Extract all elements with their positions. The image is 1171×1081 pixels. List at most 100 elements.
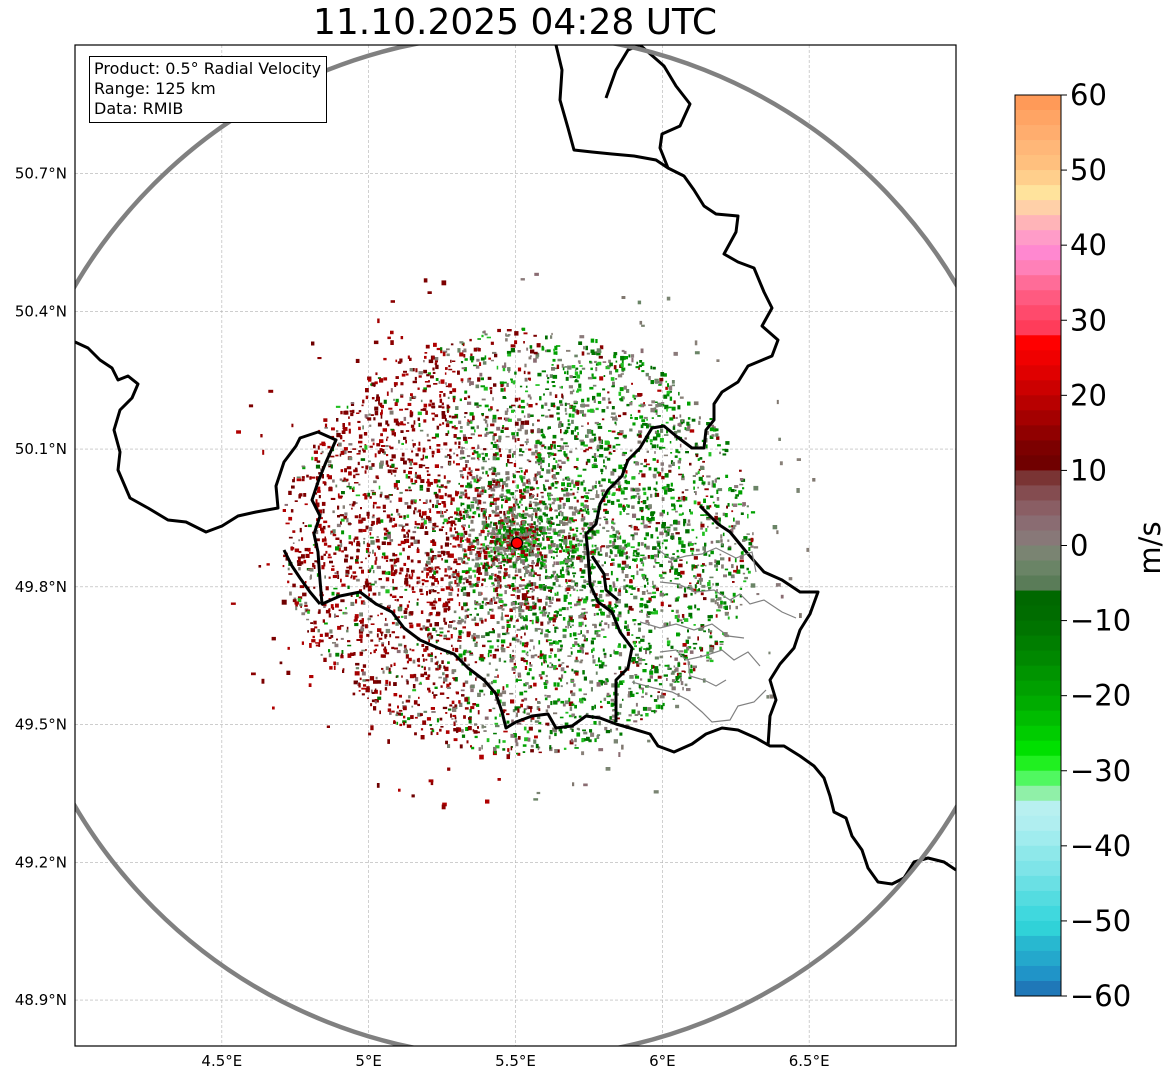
colorbar-band — [1015, 95, 1061, 111]
colorbar-band — [1015, 950, 1061, 967]
colorbar-band — [1015, 245, 1061, 261]
lat-tick-label: 49.5°N — [15, 716, 67, 734]
country-borders — [75, 45, 956, 886]
colorbar-band — [1015, 650, 1061, 667]
lon-tick-label: 5°E — [355, 1052, 382, 1070]
colorbar-band — [1015, 275, 1061, 291]
colorbar-band — [1015, 740, 1061, 757]
lat-tick-label: 48.9°N — [15, 991, 67, 1009]
colorbar-band — [1015, 425, 1061, 441]
colorbar-band — [1015, 560, 1061, 577]
colorbar-band — [1015, 380, 1061, 396]
colorbar-band — [1015, 710, 1061, 727]
colorbar-band — [1015, 635, 1061, 652]
radar-site-marker — [510, 536, 524, 550]
data-source-label: Data: RMIB — [94, 99, 184, 118]
range-label: Range: 125 km — [94, 79, 216, 98]
border-lux-north — [604, 45, 692, 169]
colorbar-tick-label: 20 — [1070, 378, 1107, 412]
colorbar-band — [1015, 875, 1061, 892]
product-label: Product: 0.5° Radial Velocity — [94, 59, 322, 78]
colorbar-band — [1015, 620, 1061, 637]
colorbar-tick-label: 10 — [1070, 453, 1107, 487]
colorbar-band — [1015, 935, 1061, 952]
border-lux-east — [698, 504, 820, 747]
colorbar-band — [1015, 230, 1061, 246]
colorbar-band — [1015, 155, 1061, 171]
colorbar-band — [1015, 395, 1061, 411]
colorbar-band — [1015, 800, 1061, 817]
colorbar-band — [1015, 815, 1061, 832]
colorbar-tick-label: −10 — [1070, 604, 1131, 638]
colorbar-band — [1015, 110, 1061, 126]
lat-tick-label: 50.7°N — [15, 165, 67, 183]
colorbar-band — [1015, 965, 1061, 982]
colorbar-band — [1015, 785, 1061, 802]
colorbar-band — [1015, 170, 1061, 186]
axis-ticks: 4.5°E 5°E 5.5°E 6°E 6.5°E 50.7°N 50.4°N 50.1°N 4… — [15, 165, 830, 1070]
colorbar-band — [1015, 500, 1061, 516]
colorbar-band — [1015, 845, 1061, 862]
colorbar-tick-label: −30 — [1070, 754, 1131, 788]
colorbar-band — [1015, 665, 1061, 682]
lat-tick-label: 49.2°N — [15, 853, 67, 871]
colorbar-band — [1015, 290, 1061, 306]
colorbar-tick-label: 30 — [1070, 303, 1107, 337]
colorbar-band — [1015, 770, 1061, 787]
colorbar-band — [1015, 725, 1061, 742]
radar-echoes — [230, 272, 816, 810]
lon-tick-label: 6°E — [649, 1052, 676, 1070]
border-east — [554, 45, 780, 722]
colorbar-band — [1015, 830, 1061, 847]
lon-tick-label: 6.5°E — [789, 1052, 830, 1070]
lat-tick-label: 50.4°N — [15, 302, 67, 320]
border-lux-west — [590, 555, 619, 602]
colorbar-band — [1015, 335, 1061, 351]
lat-tick-label: 50.1°N — [15, 440, 67, 458]
border-north-west — [75, 340, 956, 886]
colorbar-band — [1015, 440, 1061, 456]
colorbar-band — [1015, 470, 1061, 486]
colorbar-band — [1015, 605, 1061, 622]
province-borders — [631, 547, 797, 723]
colorbar-tick-label: −20 — [1070, 679, 1131, 713]
colorbar-band — [1015, 125, 1061, 141]
border-south-west — [282, 549, 322, 605]
map-title: 11.10.2025 04:28 UTC — [312, 2, 718, 43]
colorbar-band — [1015, 755, 1061, 772]
colorbar-band — [1015, 215, 1061, 231]
colorbar-band — [1015, 305, 1061, 321]
colorbar-band — [1015, 455, 1061, 471]
colorbar-band — [1015, 860, 1061, 877]
colorbar-band — [1015, 980, 1061, 997]
colorbar-band — [1015, 545, 1061, 562]
colorbar-band — [1015, 140, 1061, 156]
colorbar-tick-label: −40 — [1070, 829, 1131, 863]
colorbar-band — [1015, 365, 1061, 381]
lon-tick-label: 5.5°E — [495, 1052, 536, 1070]
colorbar-band — [1015, 200, 1061, 216]
colorbar-band — [1015, 575, 1061, 592]
colorbar-band — [1015, 320, 1061, 336]
colorbar-band — [1015, 920, 1061, 937]
colorbar-tick-label: 0 — [1070, 529, 1088, 563]
colorbar-band — [1015, 185, 1061, 201]
colorbar-tick-label: −60 — [1070, 979, 1131, 1013]
colorbar-band — [1015, 350, 1061, 366]
colorbar-band — [1015, 680, 1061, 697]
colorbar-ticks: 60 50 40 30 20 10 0 −10 −20 −30 −40 −50 −60 — [1061, 78, 1131, 1013]
colorbar-tick-label: −50 — [1070, 904, 1131, 938]
lon-tick-label: 4.5°E — [201, 1052, 242, 1070]
colorbar-band — [1015, 260, 1061, 276]
colorbar-tick-label: 40 — [1070, 228, 1107, 262]
colorbar-unit-label: m/s — [1133, 521, 1167, 574]
colorbar-band — [1015, 485, 1061, 501]
colorbar-tick-label: 50 — [1070, 153, 1107, 187]
colorbar-band — [1015, 695, 1061, 712]
colorbar-band — [1015, 905, 1061, 922]
colorbar-band — [1015, 515, 1061, 531]
colorbar-band — [1015, 590, 1061, 607]
colorbar-bands — [1015, 95, 1061, 997]
